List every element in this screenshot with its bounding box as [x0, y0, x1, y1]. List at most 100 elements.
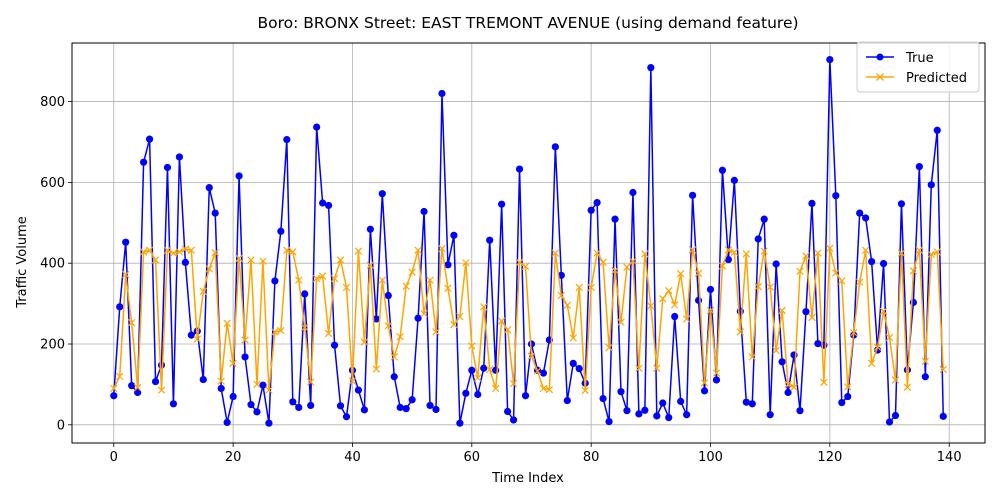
data-point-true: [868, 257, 876, 266]
data-point-predicted: [301, 323, 309, 332]
data-point-predicted: [665, 286, 673, 295]
y-tick-label: 400: [40, 257, 65, 272]
data-point-true: [921, 373, 929, 381]
data-point-predicted: [205, 265, 213, 273]
data-point-true: [336, 402, 345, 410]
x-tick-label: 0: [110, 450, 118, 465]
data-point-predicted: [396, 333, 404, 341]
data-point-true: [444, 261, 452, 269]
data-point-predicted: [193, 335, 202, 343]
data-point-predicted: [474, 374, 482, 382]
data-point-predicted: [145, 246, 154, 254]
data-point-predicted: [378, 276, 387, 284]
legend-label-predicted: Predicted: [906, 71, 967, 86]
data-point-predicted: [635, 364, 643, 372]
data-point-true: [360, 406, 368, 414]
data-point-true: [372, 315, 380, 323]
data-point-predicted: [116, 372, 124, 381]
data-point-predicted: [688, 246, 697, 254]
axis-ticks: 0 20 40 60 80 100 120 140 0 200 400 600 800: [40, 95, 961, 465]
data-point-true: [844, 392, 852, 401]
data-point-true: [653, 412, 661, 420]
y-axis-label: Traffic Volume: [15, 216, 30, 309]
data-point-true: [295, 403, 303, 412]
x-tick-label: 60: [464, 450, 481, 465]
data-point-true: [527, 340, 536, 348]
data-point-predicted: [211, 248, 219, 257]
data-point-true: [354, 386, 363, 394]
data-point-true: [480, 364, 488, 372]
data-point-predicted: [623, 263, 631, 271]
data-point-true: [712, 376, 721, 384]
data-point-predicted: [766, 283, 774, 291]
data-point-true: [575, 365, 583, 373]
data-point-true: [814, 340, 822, 348]
data-point-predicted: [259, 257, 267, 265]
data-point-true: [157, 361, 166, 369]
data-point-predicted: [163, 246, 172, 254]
data-point-predicted: [199, 287, 208, 296]
data-point-predicted: [127, 318, 136, 327]
data-point-true: [140, 158, 148, 166]
data-point-true: [450, 231, 458, 239]
data-point-predicted: [730, 248, 739, 257]
series-predicted: [110, 244, 947, 395]
data-point-true: [623, 407, 631, 415]
data-point-predicted: [426, 276, 434, 284]
legend-marker-predicted: [876, 73, 884, 81]
data-point-true: [474, 390, 482, 399]
data-point-predicted: [187, 246, 196, 254]
data-point-true: [259, 381, 267, 389]
data-point-true: [128, 382, 136, 390]
data-point-predicted: [676, 269, 685, 278]
data-point-predicted: [253, 380, 261, 389]
data-point-predicted: [121, 270, 130, 279]
data-point-true: [677, 397, 685, 405]
legend-marker-true: [876, 53, 884, 61]
data-point-predicted: [605, 343, 613, 352]
data-point-true: [175, 153, 184, 161]
data-point-predicted: [939, 365, 947, 374]
data-point-true: [694, 296, 703, 304]
data-point-predicted: [587, 283, 595, 292]
data-point-true: [253, 408, 261, 416]
legend-label-true: True: [905, 51, 934, 66]
data-point-predicted: [366, 261, 375, 269]
data-point-predicted: [390, 353, 398, 361]
data-point-true: [832, 192, 840, 200]
data-point-true: [384, 291, 392, 300]
data-point-true: [647, 64, 655, 72]
data-point-predicted: [432, 328, 440, 336]
data-point-true: [569, 359, 577, 368]
data-point-true: [211, 209, 219, 217]
data-point-predicted: [641, 250, 649, 258]
data-point-true: [748, 400, 756, 408]
data-point-true: [891, 411, 900, 420]
data-point-true: [217, 384, 225, 393]
data-point-predicted: [462, 259, 470, 267]
data-point-true: [468, 366, 476, 374]
data-point-predicted: [760, 247, 768, 255]
data-point-predicted: [921, 357, 930, 366]
data-point-true: [915, 163, 923, 171]
data-point-predicted: [247, 256, 255, 264]
data-point-true: [414, 314, 422, 322]
data-point-predicted: [629, 257, 637, 265]
data-point-true: [599, 394, 607, 403]
data-point-predicted: [581, 386, 589, 395]
data-point-true: [199, 375, 207, 384]
data-point-predicted: [515, 258, 524, 267]
series-line-predicted: [113, 247, 944, 392]
data-point-predicted: [330, 274, 339, 283]
data-point-predicted: [235, 254, 243, 263]
x-tick-label: 20: [225, 450, 242, 465]
data-point-predicted: [659, 295, 667, 303]
data-point-predicted: [575, 283, 583, 292]
plot-frame: [71, 42, 986, 444]
data-point-true: [223, 418, 231, 426]
data-point-true: [611, 215, 619, 223]
data-point-true: [181, 258, 189, 266]
y-tick-label: 800: [40, 95, 65, 110]
data-point-predicted: [820, 378, 828, 387]
data-point-true: [593, 198, 601, 207]
